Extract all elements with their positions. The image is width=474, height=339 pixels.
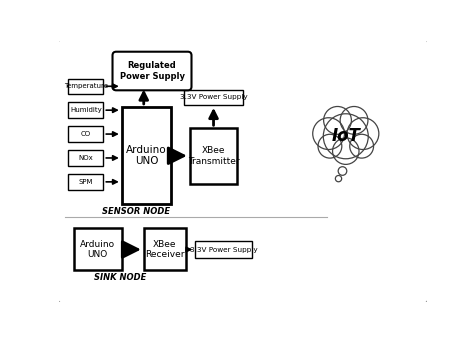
Bar: [122, 107, 171, 204]
Text: SPM: SPM: [79, 179, 93, 185]
Text: XBee
Receiver: XBee Receiver: [145, 240, 184, 259]
Text: Temperature: Temperature: [64, 83, 108, 89]
Bar: [68, 79, 103, 94]
Text: 3.3V Power Supply: 3.3V Power Supply: [180, 94, 247, 100]
Circle shape: [324, 106, 351, 134]
Text: IoT: IoT: [331, 127, 360, 145]
Bar: [144, 228, 186, 271]
FancyBboxPatch shape: [57, 39, 428, 303]
Text: NOx: NOx: [79, 155, 93, 161]
Bar: [184, 89, 243, 105]
Bar: [68, 102, 103, 118]
Circle shape: [340, 106, 368, 134]
FancyArrowPatch shape: [122, 242, 138, 257]
Circle shape: [350, 134, 374, 158]
Text: SENSOR NODE: SENSOR NODE: [102, 207, 171, 216]
Text: XBee
Transmitter: XBee Transmitter: [188, 146, 239, 166]
Bar: [195, 241, 252, 258]
Text: CO: CO: [81, 131, 91, 137]
Circle shape: [313, 118, 345, 149]
Bar: [68, 126, 103, 142]
Text: 3.3V Power Supply: 3.3V Power Supply: [190, 246, 257, 253]
Circle shape: [347, 118, 379, 149]
Text: SINK NODE: SINK NODE: [94, 273, 146, 282]
Circle shape: [323, 114, 368, 159]
FancyArrowPatch shape: [168, 148, 184, 163]
Circle shape: [338, 167, 347, 175]
Circle shape: [333, 138, 359, 164]
Bar: [68, 150, 103, 166]
Text: Humidity: Humidity: [70, 107, 102, 113]
Text: Arduino
UNO: Arduino UNO: [126, 145, 167, 166]
Bar: [74, 228, 122, 271]
Bar: [190, 128, 237, 184]
Text: Regulated
Power Supply: Regulated Power Supply: [119, 61, 184, 81]
Circle shape: [336, 176, 342, 182]
FancyBboxPatch shape: [112, 52, 191, 90]
Circle shape: [318, 134, 342, 158]
Text: Arduino
UNO: Arduino UNO: [80, 240, 115, 259]
Bar: [68, 174, 103, 190]
